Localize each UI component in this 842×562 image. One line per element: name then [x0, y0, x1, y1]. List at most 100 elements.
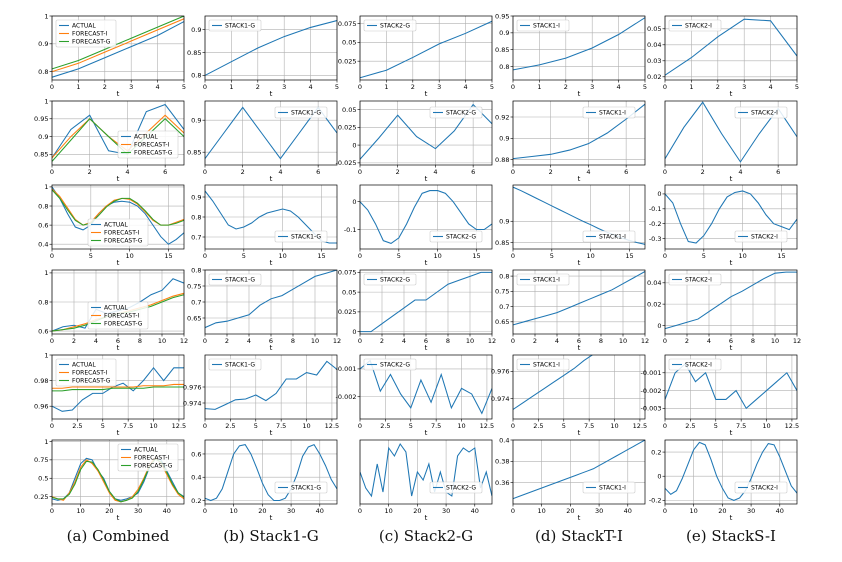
legend: STACK1-G — [274, 230, 328, 243]
legend-label: FORECAST-I — [72, 370, 108, 377]
legend-box — [55, 358, 117, 387]
legend: STACK2-G — [363, 19, 417, 32]
x-tick-label: 10 — [434, 252, 442, 260]
legend-label: STACK2-G — [380, 362, 410, 369]
x-tick-label: 5 — [254, 422, 258, 430]
x-tick-label: 5 — [182, 83, 186, 91]
legend: STACK2-G — [429, 230, 483, 243]
x-tick-label: 0 — [50, 168, 54, 176]
x-tick-label: 1 — [689, 83, 693, 91]
x-tick-label: 0 — [511, 252, 515, 260]
y-tick-label: 0.8 — [38, 202, 48, 210]
y-tick-label: 0.8 — [191, 266, 201, 274]
legend-box — [734, 481, 788, 494]
x-tick-label: 20 — [105, 507, 113, 515]
x-tick-label: 10 — [587, 252, 595, 260]
legend-label: STACK2-I — [685, 277, 712, 284]
legend-label: STACK1-G — [291, 110, 321, 117]
plot-frame — [204, 100, 338, 166]
panel-r1-stack1g: 0 1 2 3 4 5 0.8 0.85 0.9 t STACK1-G — [187, 15, 339, 98]
x-tick-label: 7.5 — [431, 422, 441, 430]
x-tick-label: 0 — [663, 337, 667, 345]
x-tick-label: 2 — [533, 337, 537, 345]
x-axis-label: t — [425, 90, 428, 98]
x-tick-label: 0 — [511, 507, 515, 515]
legend: STACK2-I — [668, 19, 722, 32]
plot-frame — [51, 100, 185, 166]
plot-frame — [664, 15, 798, 81]
y-tick-label: 0 — [352, 141, 356, 149]
series-stackti — [513, 17, 645, 71]
x-tick-label: 4 — [94, 337, 98, 345]
series-stackti — [513, 355, 594, 410]
plot-frame — [204, 354, 338, 420]
x-tick-label: 6 — [624, 168, 628, 176]
legend-label: ACTUAL — [104, 222, 128, 229]
legend-box — [87, 301, 149, 330]
x-tick-label: 5 — [335, 83, 339, 91]
legend-box — [208, 273, 262, 286]
x-tick-label: 5 — [795, 83, 799, 91]
x-tick-label: 4 — [738, 168, 742, 176]
plot-frame — [359, 184, 493, 250]
x-tick-label: 20 — [258, 507, 266, 515]
x-tick-label: 15 — [472, 252, 480, 260]
x-tick-label: 40 — [163, 507, 171, 515]
legend-label: FORECAST-I — [134, 455, 170, 462]
y-tick-label: 0.65 — [495, 318, 509, 326]
legend-label: STACK2-G — [446, 485, 476, 492]
legend-box — [734, 230, 788, 243]
y-tick-label: -0.1 — [344, 226, 357, 234]
x-tick-label: 0 — [50, 83, 54, 91]
x-tick-label: 12 — [793, 337, 801, 345]
panel-r5-stacksi: 0 2.5 5 7.5 10 12.5 -0.003 -0.002 -0.001 t STACK2-… — [641, 354, 799, 437]
x-axis-label: t — [270, 259, 273, 267]
y-tick-label: 0.04 — [647, 279, 661, 287]
legend-label: FORECAST-G — [72, 378, 111, 385]
legend-box — [429, 106, 483, 119]
plot-frame — [359, 100, 493, 166]
y-tick-label: 0.96 — [34, 403, 48, 411]
x-tick-label: 15 — [625, 252, 633, 260]
panel-r4-combined: 0 2 4 6 8 10 12 0.6 0.8 1 t ACTUALFORECAST-IFORECAS… — [38, 269, 188, 352]
y-tick-label: 0.2 — [651, 448, 661, 456]
plot-frame — [664, 354, 798, 420]
plot-frame — [51, 439, 185, 505]
legend: STACK1-G — [208, 273, 262, 286]
y-tick-label: 0.05 — [342, 39, 356, 47]
y-tick-label: 1 — [44, 269, 48, 277]
y-tick-label: 0.92 — [495, 113, 509, 121]
x-tick-label: 2 — [701, 168, 705, 176]
x-tick-label: 1 — [76, 83, 80, 91]
x-axis-label: t — [425, 514, 428, 522]
legend-label: ACTUAL — [134, 134, 158, 141]
x-tick-label: 10 — [690, 507, 698, 515]
x-tick-label: 7.5 — [123, 422, 133, 430]
plot-frame — [512, 269, 646, 335]
legend: STACK1-I — [516, 358, 570, 371]
x-tick-label: 4 — [617, 83, 621, 91]
plot-frame — [359, 439, 493, 505]
x-tick-label: 2 — [241, 168, 245, 176]
legend-label: STACK2-G — [446, 110, 476, 117]
legend: STACK1-I — [516, 273, 570, 286]
y-tick-label: 0.65 — [187, 314, 201, 322]
panel-r1-stacksi: 0 1 2 3 4 5 0.02 0.03 0.04 0.05 t STACK2-I — [647, 15, 799, 98]
x-tick-label: 12.5 — [785, 422, 799, 430]
x-tick-label: 2 — [225, 337, 229, 345]
series-stackti — [513, 103, 645, 160]
x-tick-label: 4 — [402, 337, 406, 345]
x-tick-label: 40 — [471, 507, 479, 515]
legend: STACK1-G — [274, 481, 328, 494]
x-axis-label: t — [270, 429, 273, 437]
x-tick-label: 6 — [577, 337, 581, 345]
series-stack2g — [360, 20, 492, 79]
x-tick-label: 3 — [590, 83, 594, 91]
legend-label: STACK1-G — [225, 23, 255, 30]
x-tick-label: 2 — [564, 83, 568, 91]
x-tick-label: 0 — [663, 252, 667, 260]
y-tick-label: 0 — [352, 328, 356, 336]
y-tick-label: -0.002 — [641, 387, 662, 395]
legend-label: FORECAST-I — [104, 313, 140, 320]
